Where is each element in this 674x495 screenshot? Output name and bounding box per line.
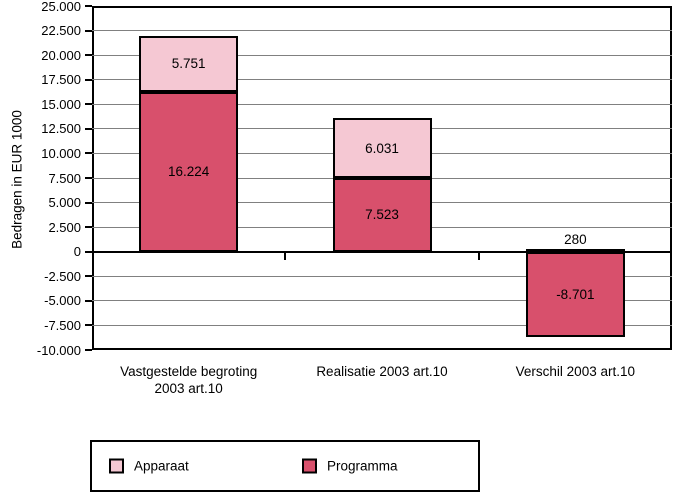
x-category-label-line: Verschil 2003 art.10	[515, 364, 635, 379]
bar-value-label: 5.751	[171, 56, 206, 72]
gridline	[92, 54, 672, 56]
y-tick-label: 2.500	[48, 219, 81, 235]
y-tick-mark	[85, 226, 92, 229]
bar-value-label: 7.523	[365, 207, 399, 223]
y-tick-mark	[85, 127, 92, 130]
x-category-label-2: Realisatie 2003 art.10	[285, 363, 478, 380]
x-category-label-3: Verschil 2003 art.10	[479, 363, 672, 380]
gridline	[92, 300, 672, 302]
y-tick-mark	[85, 78, 92, 81]
x-category-label-line: 2003 art.10	[154, 381, 223, 396]
y-tick-label: 20.000	[41, 47, 81, 63]
x-category-label-line: Realisatie 2003 art.10	[316, 364, 448, 379]
bar-value-label: 6.031	[365, 140, 399, 156]
y-tick-mark	[85, 275, 92, 278]
gridline	[92, 103, 672, 105]
bar-segment-programma-2: 7.523	[332, 177, 432, 252]
zero-gridline	[92, 250, 672, 253]
y-tick-mark	[85, 152, 92, 155]
bar-value-label: 280	[564, 231, 587, 247]
bar-value-label: -8.701	[556, 286, 595, 302]
bar-segment-programma-1: 16.224	[139, 92, 239, 252]
y-tick-mark	[85, 250, 92, 253]
bar-value-label: 16.224	[168, 164, 210, 180]
bar-segment-apparaat-2: 6.031	[332, 118, 432, 178]
gridline	[92, 324, 672, 326]
bar-segment-apparaat-3	[525, 248, 625, 253]
gridline	[92, 30, 672, 32]
legend-label-apparaat: Apparaat	[134, 458, 189, 474]
legend-item-apparaat: Apparaat	[109, 458, 189, 474]
y-tick-label: 10.000	[41, 145, 81, 161]
y-tick-label: 12.500	[41, 121, 81, 137]
bar-segment-apparaat-1: 5.751	[139, 35, 239, 93]
y-tick-mark	[85, 29, 92, 32]
x-category-label-line: Vastgestelde begroting	[120, 364, 258, 379]
bar-segment-programma-3: -8.701	[525, 251, 625, 338]
y-tick-label: 25.000	[41, 0, 81, 14]
y-tick-label: -7.500	[44, 317, 81, 333]
y-tick-label: 5.000	[48, 195, 81, 211]
y-tick-label: 7.500	[48, 170, 81, 186]
y-tick-label: -10.000	[36, 342, 81, 358]
gridline	[92, 79, 672, 81]
y-tick-mark	[85, 349, 92, 351]
y-tick-mark	[85, 299, 92, 302]
y-tick-label: 17.500	[41, 72, 81, 88]
legend-label-programma: Programma	[327, 458, 398, 474]
category-tick-mark	[477, 251, 480, 260]
legend-item-programma: Programma	[302, 458, 398, 474]
y-tick-mark	[85, 103, 92, 106]
y-tick-label: -5.000	[44, 293, 81, 309]
y-tick-label: 15.000	[41, 96, 81, 112]
y-tick-label: 22.500	[41, 23, 81, 39]
y-tick-label: -2.500	[44, 268, 81, 284]
legend-swatch-programma	[302, 458, 317, 474]
y-tick-mark	[85, 177, 92, 179]
y-tick-mark	[85, 201, 92, 204]
gridline	[92, 275, 672, 277]
y-tick-mark	[85, 5, 92, 7]
y-tick-mark	[85, 324, 92, 327]
y-tick-label: 0	[73, 244, 81, 260]
legend: Apparaat Programma	[90, 440, 480, 492]
category-tick-mark	[284, 251, 287, 260]
legend-swatch-apparaat	[109, 458, 124, 474]
x-category-label-1: Vastgestelde begroting 2003 art.10	[92, 363, 285, 397]
y-tick-mark	[85, 54, 92, 57]
